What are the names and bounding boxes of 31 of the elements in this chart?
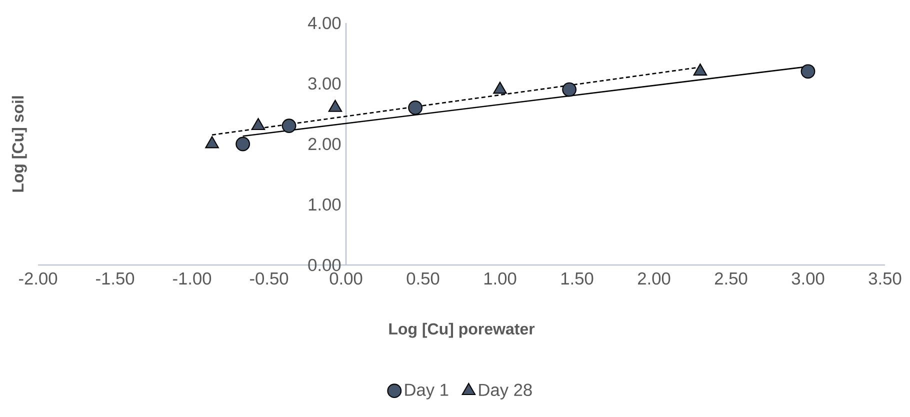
x-axis-title: Log [Cu] porewater — [389, 322, 535, 338]
legend-label: Day 1 — [405, 384, 448, 400]
y-tick-label: 0.00 — [308, 258, 341, 272]
x-tick-label: 3.00 — [792, 272, 824, 285]
x-tick-label: -2.00 — [19, 272, 58, 285]
point — [693, 64, 708, 76]
y-axis-title: Log [Cu] soil — [12, 96, 27, 192]
point — [282, 118, 296, 134]
y-tick-label: 3.00 — [308, 77, 341, 90]
point — [328, 100, 342, 112]
x-tick-label: 1.50 — [561, 272, 594, 285]
x-tick-label: 2.50 — [715, 272, 748, 285]
point — [562, 82, 577, 97]
y-tick-label: 4.00 — [308, 16, 341, 30]
point — [205, 136, 219, 148]
point — [800, 64, 816, 79]
point — [493, 82, 507, 94]
x-tick-label: 0.00 — [330, 272, 362, 285]
x-tick-label: -1.50 — [96, 272, 134, 285]
x-tick-label: 1.00 — [484, 272, 516, 285]
point — [408, 100, 423, 115]
y-tick-label: 2.00 — [308, 138, 341, 150]
point — [236, 136, 250, 152]
legend-label: Day 28 — [479, 384, 532, 400]
x-tick-label: -1.00 — [173, 272, 212, 285]
point — [251, 118, 266, 130]
y-tick-label: 1.00 — [308, 198, 341, 211]
x-tick-label: 3.50 — [868, 272, 902, 285]
x-tick-label: 2.00 — [638, 272, 670, 285]
x-tick-label: -0.50 — [250, 272, 288, 285]
x-tick-label: 0.50 — [406, 272, 440, 285]
